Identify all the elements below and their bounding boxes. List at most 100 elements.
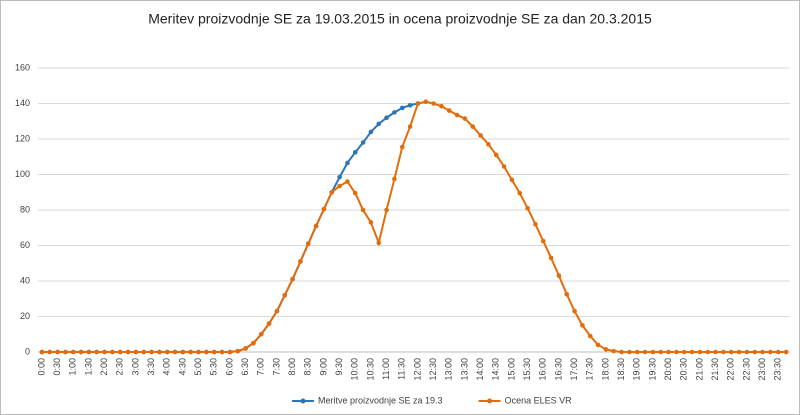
x-tick-label: 22:30 bbox=[741, 358, 751, 381]
x-tick-label: 5:00 bbox=[193, 358, 203, 376]
data-point bbox=[744, 349, 750, 355]
x-tick-label: 2:00 bbox=[99, 358, 109, 376]
x-tick-label: 1:00 bbox=[68, 358, 78, 376]
data-point bbox=[658, 349, 664, 355]
x-tick-label: 18:00 bbox=[600, 358, 610, 381]
data-point bbox=[392, 110, 397, 115]
x-tick-label: 19:30 bbox=[647, 358, 657, 381]
data-point bbox=[117, 349, 123, 355]
data-point bbox=[556, 273, 562, 278]
data-point bbox=[752, 349, 758, 355]
y-tick-label: 20 bbox=[20, 311, 30, 321]
data-point bbox=[501, 164, 507, 169]
x-tick-label: 13:30 bbox=[459, 358, 469, 381]
data-point bbox=[376, 240, 382, 246]
data-point bbox=[47, 349, 53, 355]
x-tick-label: 12:30 bbox=[428, 358, 438, 381]
data-point bbox=[352, 150, 358, 155]
data-point bbox=[462, 116, 468, 121]
data-point bbox=[376, 121, 382, 127]
data-point bbox=[540, 238, 546, 244]
x-tick-label: 23:30 bbox=[773, 358, 783, 381]
x-tick-label: 3:00 bbox=[130, 358, 140, 376]
x-tick-label: 10:30 bbox=[365, 358, 375, 381]
x-tick-label: 16:30 bbox=[553, 358, 563, 381]
x-tick-label: 11:00 bbox=[381, 358, 391, 380]
data-point bbox=[337, 174, 342, 180]
data-point bbox=[674, 349, 679, 355]
data-point bbox=[196, 349, 201, 355]
data-point bbox=[384, 207, 389, 213]
x-tick-label: 19:00 bbox=[632, 358, 642, 381]
data-point bbox=[305, 241, 311, 247]
data-point bbox=[141, 349, 147, 355]
data-point bbox=[783, 349, 789, 355]
y-tick-label: 160 bbox=[15, 62, 30, 72]
data-point bbox=[775, 349, 781, 355]
x-tick-label: 20:30 bbox=[679, 358, 689, 381]
data-point bbox=[227, 349, 233, 355]
data-point bbox=[251, 340, 256, 346]
y-tick-label: 0 bbox=[25, 346, 30, 356]
data-point bbox=[180, 349, 186, 355]
data-point bbox=[572, 308, 577, 314]
data-point bbox=[86, 349, 92, 355]
data-point bbox=[55, 349, 60, 355]
chart-title: Meritev proizvodnje SE za 19.03.2015 in … bbox=[148, 11, 652, 27]
data-point bbox=[533, 221, 538, 227]
data-point bbox=[407, 102, 413, 108]
x-tick-label: 9:00 bbox=[318, 358, 328, 376]
data-point bbox=[548, 255, 554, 261]
data-point bbox=[204, 349, 209, 355]
data-point bbox=[78, 349, 84, 355]
data-point bbox=[713, 349, 718, 355]
data-point bbox=[486, 142, 491, 147]
data-point bbox=[721, 349, 726, 355]
data-point bbox=[211, 349, 217, 355]
data-point bbox=[266, 321, 272, 326]
y-tick-label: 40 bbox=[20, 275, 30, 285]
data-point bbox=[415, 101, 421, 106]
x-tick-label: 0:00 bbox=[36, 358, 46, 376]
legend-marker bbox=[300, 398, 306, 404]
data-point bbox=[258, 331, 264, 337]
y-tick-label: 120 bbox=[15, 133, 30, 143]
x-tick-label: 5:30 bbox=[209, 358, 219, 376]
data-point bbox=[470, 124, 476, 129]
x-tick-label: 18:30 bbox=[616, 358, 626, 381]
x-tick-label: 13:00 bbox=[444, 358, 454, 381]
x-tick-label: 10:00 bbox=[350, 358, 360, 381]
data-point bbox=[587, 333, 593, 339]
data-point bbox=[125, 349, 131, 355]
y-tick-label: 80 bbox=[20, 204, 30, 214]
x-tick-label: 1:30 bbox=[83, 358, 93, 376]
x-tick-label: 0:30 bbox=[52, 358, 62, 376]
data-point bbox=[219, 349, 225, 355]
data-point bbox=[392, 176, 397, 182]
data-point bbox=[321, 206, 327, 212]
data-point bbox=[407, 124, 413, 129]
data-point bbox=[517, 190, 523, 196]
data-point bbox=[352, 190, 358, 196]
data-point bbox=[580, 323, 585, 328]
data-point bbox=[705, 349, 711, 355]
x-tick-label: 6:00 bbox=[224, 358, 234, 376]
data-point bbox=[509, 177, 515, 183]
data-point bbox=[564, 292, 570, 297]
x-tick-label: 11:30 bbox=[397, 358, 407, 380]
data-point bbox=[666, 349, 671, 355]
data-point bbox=[525, 205, 530, 211]
data-point bbox=[63, 349, 68, 355]
data-point bbox=[329, 189, 335, 195]
data-point bbox=[133, 349, 139, 355]
y-tick-label: 140 bbox=[15, 98, 30, 108]
data-point bbox=[298, 259, 303, 264]
data-point bbox=[650, 349, 656, 355]
legend-marker bbox=[487, 398, 493, 404]
data-point bbox=[627, 349, 632, 355]
data-point bbox=[439, 103, 444, 109]
data-point bbox=[39, 349, 45, 355]
data-point bbox=[360, 140, 366, 145]
x-tick-label: 12:00 bbox=[412, 358, 422, 381]
data-point bbox=[681, 349, 687, 355]
